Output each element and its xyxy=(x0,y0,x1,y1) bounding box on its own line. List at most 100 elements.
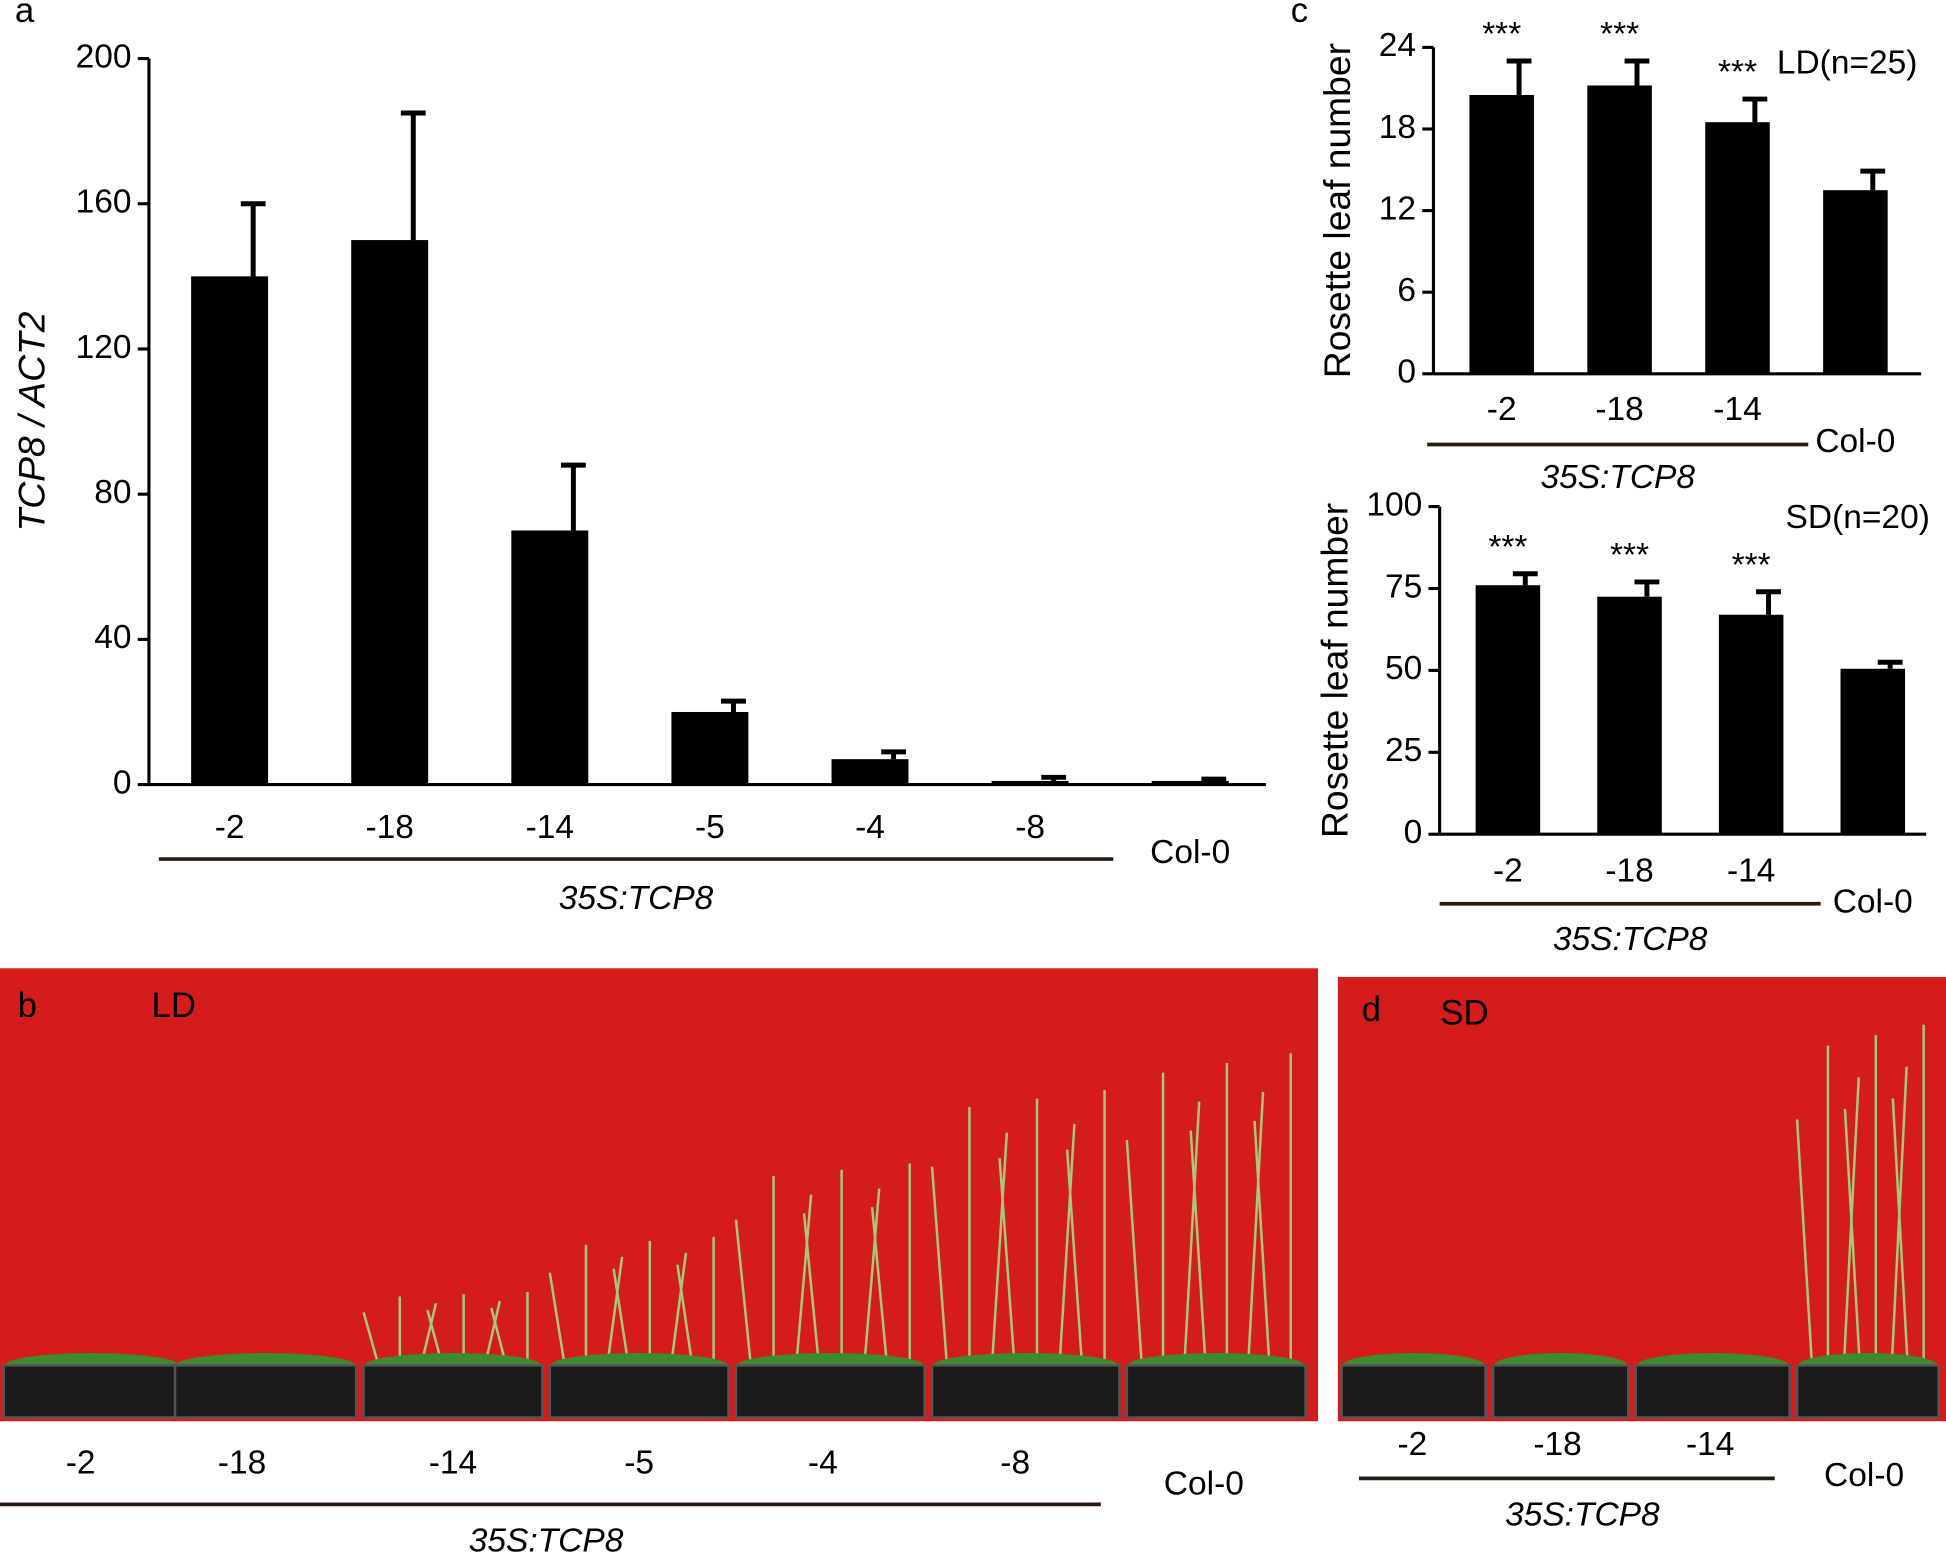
condition-label: LD xyxy=(152,987,196,1025)
y-tick-label: 12 xyxy=(1379,190,1416,227)
x-tick-label: -18 xyxy=(1605,853,1653,890)
bar xyxy=(1597,596,1662,835)
plant-stem xyxy=(998,1158,1016,1366)
pot xyxy=(1634,1364,1791,1419)
plant-stem xyxy=(1253,1120,1271,1366)
plant-stem xyxy=(606,1256,624,1366)
y-tick-label: 0 xyxy=(113,764,132,801)
photo xyxy=(1337,976,1946,1422)
significance: *** xyxy=(1600,16,1639,53)
x-tick-label: Col-0 xyxy=(1833,884,1913,921)
genotype-label: -18 xyxy=(218,1445,266,1482)
y-tick-label: 120 xyxy=(76,329,132,366)
group-label: 35S:TCP8 xyxy=(559,880,714,917)
error-bar xyxy=(1201,776,1227,782)
y-tick-label: 40 xyxy=(94,619,131,656)
x-tick-label: -18 xyxy=(365,809,413,846)
x-tick-label: -2 xyxy=(215,809,245,846)
genotype-label: -5 xyxy=(624,1445,654,1482)
pot xyxy=(930,1364,1121,1419)
condition-note: SD(n=20) xyxy=(1786,499,1930,536)
pot xyxy=(1125,1364,1307,1419)
plant-stem xyxy=(794,1194,813,1366)
significance: *** xyxy=(1718,54,1757,91)
significance: *** xyxy=(1482,16,1521,53)
photo-background xyxy=(0,968,1319,1422)
pot xyxy=(548,1364,730,1419)
condition-label: SD xyxy=(1440,995,1488,1033)
plant-stem xyxy=(1058,1124,1076,1366)
plant-stem xyxy=(362,1312,380,1366)
bar xyxy=(991,780,1069,785)
photo xyxy=(0,968,1319,1422)
group-label: 35S:TCP8 xyxy=(1540,459,1695,496)
plant-stem xyxy=(1891,1098,1909,1366)
condition-note: LD(n=25) xyxy=(1777,45,1918,82)
genotype-label: -2 xyxy=(1397,1426,1427,1463)
pot xyxy=(1795,1364,1940,1419)
y-tick-label: 200 xyxy=(76,38,132,75)
x-tick-label: -18 xyxy=(1595,391,1643,428)
error-bar xyxy=(1756,589,1781,615)
bar xyxy=(1705,122,1770,374)
error-bar xyxy=(1624,58,1650,86)
panel-letter: c xyxy=(1291,0,1308,30)
significance: *** xyxy=(1732,547,1771,584)
y-axis-label: TCP8 / ACT2 xyxy=(11,311,53,531)
plant-stem xyxy=(669,1252,688,1366)
plant-stem xyxy=(802,1213,821,1366)
plant-stem xyxy=(870,1207,889,1366)
genotype-label: -14 xyxy=(1686,1426,1734,1463)
y-tick-label: 24 xyxy=(1379,27,1416,64)
control-label: Col-0 xyxy=(1164,1466,1244,1503)
x-tick-label: -8 xyxy=(1015,809,1045,846)
group-label: 35S:TCP8 xyxy=(1505,1497,1660,1534)
error-bar xyxy=(1512,571,1538,586)
bar xyxy=(1469,94,1534,374)
plant-stem xyxy=(930,1166,949,1366)
bar xyxy=(831,759,909,785)
y-tick-label: 80 xyxy=(94,474,131,511)
group-label: 35S:TCP8 xyxy=(1553,921,1708,958)
plant-stem xyxy=(1125,1140,1144,1366)
panel-letter: d xyxy=(1362,991,1381,1029)
plant-stem xyxy=(990,1132,1009,1366)
y-tick-label: 0 xyxy=(1397,354,1416,391)
control-label: Col-0 xyxy=(1824,1457,1904,1494)
x-tick-label: Col-0 xyxy=(1815,423,1895,460)
error-bar xyxy=(1634,579,1660,597)
bar xyxy=(1823,190,1888,374)
error-bar xyxy=(240,201,266,277)
pot xyxy=(362,1364,544,1419)
bar xyxy=(1840,668,1906,835)
plant-stem xyxy=(734,1219,753,1366)
x-tick-label: -14 xyxy=(1713,391,1761,428)
y-tick-label: 160 xyxy=(76,184,132,221)
plant-stem xyxy=(863,1188,881,1366)
group-label: 35S:TCP8 xyxy=(469,1523,624,1558)
x-tick-label: -5 xyxy=(695,809,725,846)
panel-letter: a xyxy=(15,0,35,30)
significance: *** xyxy=(1488,529,1527,566)
bar xyxy=(1151,780,1229,785)
plant-stem xyxy=(1795,1119,1814,1366)
x-tick-label: -14 xyxy=(526,809,574,846)
panel-letter: b xyxy=(18,987,37,1025)
bar xyxy=(191,276,269,785)
y-tick-label: 50 xyxy=(1385,650,1422,687)
genotype-label: -4 xyxy=(808,1445,838,1482)
y-tick-label: 75 xyxy=(1385,568,1422,605)
significance: *** xyxy=(1610,537,1649,574)
plant-stem xyxy=(1246,1091,1265,1366)
plant-stem xyxy=(548,1272,566,1366)
error-bar xyxy=(400,110,426,241)
genotype-label: -2 xyxy=(66,1445,96,1482)
x-tick-label: Col-0 xyxy=(1150,834,1230,871)
bar xyxy=(1718,614,1784,835)
y-tick-label: 6 xyxy=(1397,272,1416,309)
error-bar xyxy=(881,749,906,760)
y-tick-label: 18 xyxy=(1379,109,1416,146)
bar xyxy=(1475,585,1541,835)
error-bar xyxy=(1742,96,1768,123)
